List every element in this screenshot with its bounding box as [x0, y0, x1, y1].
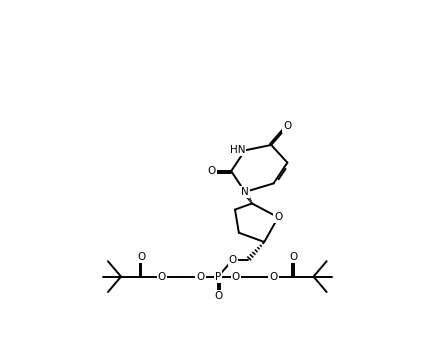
Text: HN: HN	[229, 145, 245, 155]
Text: O: O	[208, 166, 216, 176]
Text: O: O	[283, 121, 291, 132]
Text: O: O	[214, 291, 222, 301]
Text: O: O	[229, 255, 237, 265]
Text: P: P	[215, 271, 221, 282]
Text: O: O	[290, 252, 298, 262]
Text: O: O	[274, 212, 282, 222]
Text: O: O	[269, 271, 278, 282]
Text: N: N	[241, 187, 249, 197]
Text: O: O	[158, 271, 166, 282]
Text: O: O	[232, 271, 240, 282]
Text: O: O	[196, 271, 204, 282]
Text: O: O	[137, 252, 145, 262]
